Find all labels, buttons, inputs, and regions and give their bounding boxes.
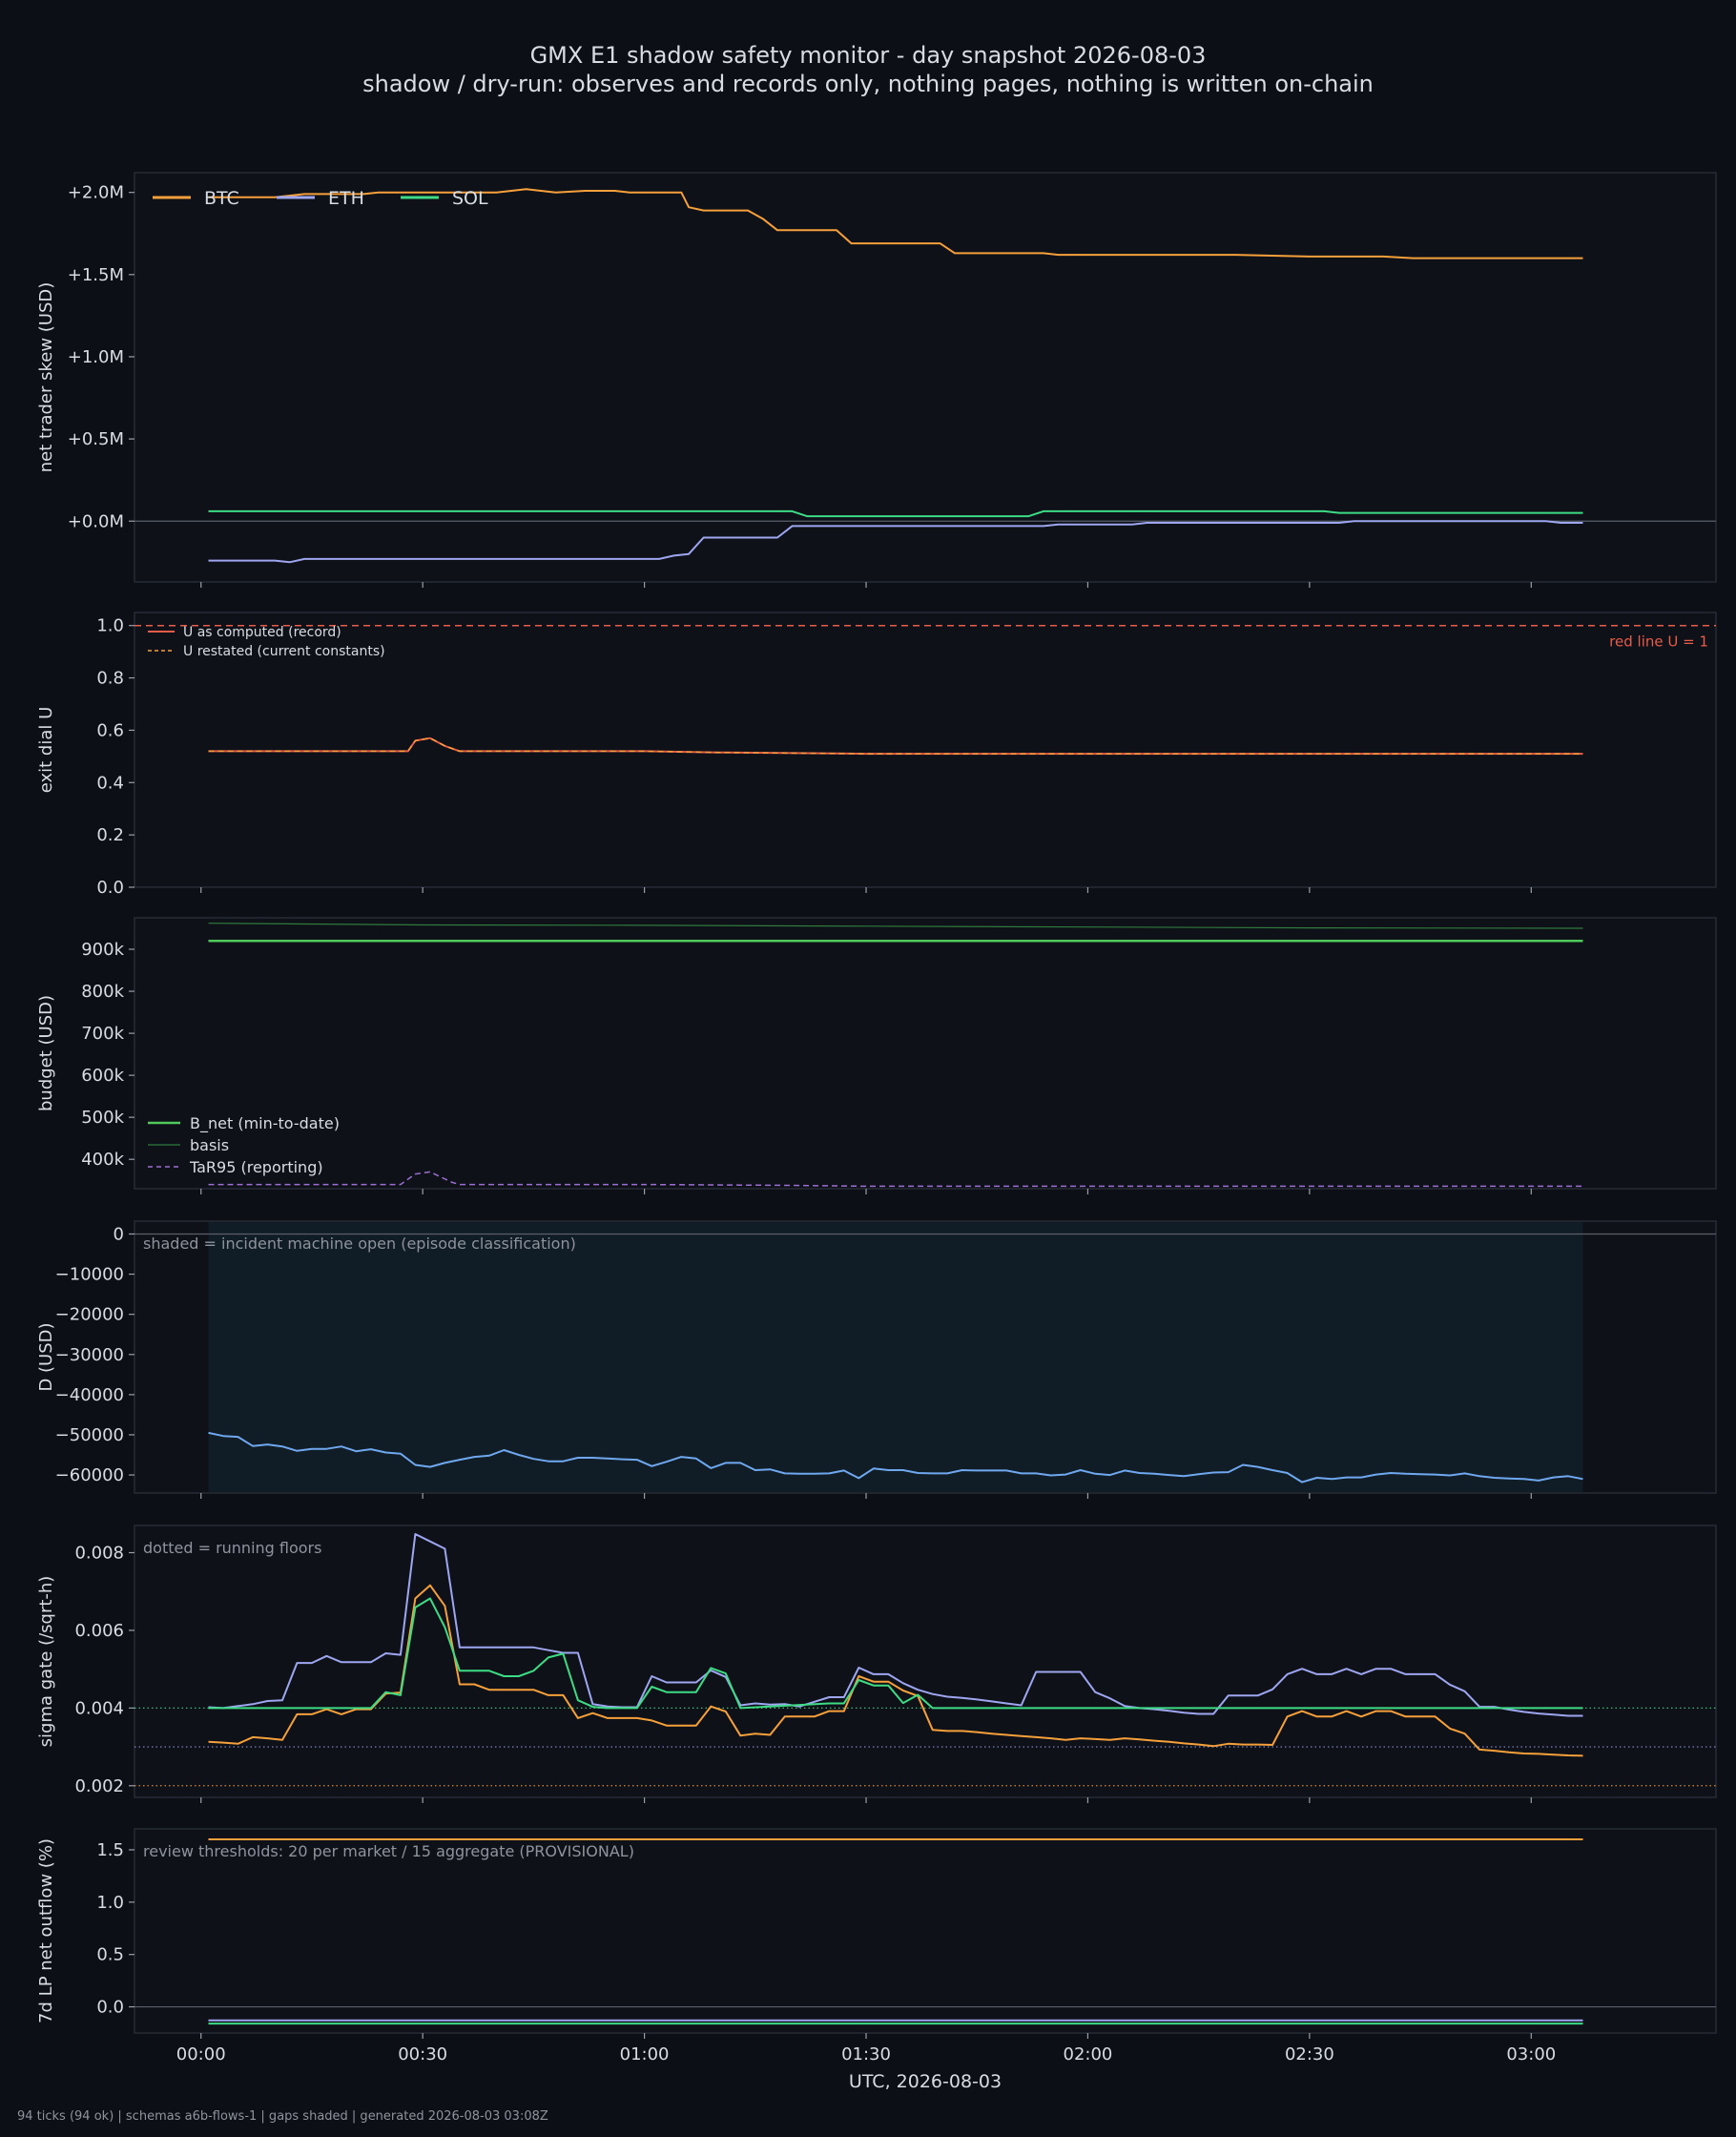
sigma-annotation: dotted = running floors xyxy=(143,1539,321,1557)
sigma-ytick-label: 0.002 xyxy=(74,1776,124,1796)
footer-status: 94 ticks (94 ok) | schemas a6b-flows-1 |… xyxy=(17,2109,548,2124)
lp-ytick-label: 1.0 xyxy=(96,1893,124,1913)
exit-legend-label-0: U as computed (record) xyxy=(183,625,341,640)
skew-ytick-label: +0.5M xyxy=(68,429,124,449)
x-tick-label: 00:30 xyxy=(398,2044,447,2064)
sigma-series-btc xyxy=(208,1584,1583,1757)
dpanel-ytick-label: −30000 xyxy=(55,1345,124,1365)
skew-ytick-label: +2.0M xyxy=(68,183,124,203)
lp-panel-frame xyxy=(134,1828,1717,2034)
legend-label-sol: SOL xyxy=(452,188,488,209)
skew-series-sol xyxy=(208,509,1583,518)
skew-ylabel: net trader skew (USD) xyxy=(36,282,56,473)
exit-ylabel: exit dial U xyxy=(36,707,56,794)
sigma-ytick-label: 0.004 xyxy=(74,1698,124,1718)
exit-ytick-label: 0.0 xyxy=(96,878,124,898)
budget-panel-frame xyxy=(134,917,1717,1190)
budget-ytick-label: 400k xyxy=(81,1150,124,1170)
dpanel-ytick-label: −10000 xyxy=(55,1265,124,1285)
budget-legend-label-1: basis xyxy=(190,1136,229,1154)
lp-annotation: review thresholds: 20 per market / 15 ag… xyxy=(143,1842,634,1860)
budget-ytick-label: 900k xyxy=(81,940,124,960)
budget-ytick-label: 800k xyxy=(81,982,124,1002)
dpanel-ytick-label: −50000 xyxy=(55,1425,124,1445)
skew-ytick-label: +1.5M xyxy=(68,265,124,285)
budget-ylabel: budget (USD) xyxy=(36,995,56,1111)
sigma-ylabel: sigma gate (/sqrt-h) xyxy=(36,1576,56,1748)
x-tick-label: 01:30 xyxy=(841,2044,891,2064)
dpanel-ytick-label: −60000 xyxy=(55,1465,124,1485)
sigma-ytick-label: 0.006 xyxy=(74,1621,124,1641)
budget-ytick-label: 600k xyxy=(81,1066,124,1086)
legend-label-eth: ETH xyxy=(328,188,364,209)
x-tick-label: 02:00 xyxy=(1064,2044,1113,2064)
exit-ytick-label: 0.6 xyxy=(96,720,124,740)
sigma-series-eth xyxy=(208,1533,1583,1717)
lp-ytick-label: 1.5 xyxy=(96,1840,124,1860)
x-tick-label: 03:00 xyxy=(1506,2044,1556,2064)
x-tick-label: 01:00 xyxy=(620,2044,670,2064)
exit-legend-label-1: U restated (current constants) xyxy=(183,644,385,659)
skew-ytick-label: +1.0M xyxy=(68,347,124,367)
budget-ytick-label: 500k xyxy=(81,1108,124,1128)
sigma-ytick-label: 0.008 xyxy=(74,1544,124,1564)
lp-ylabel: 7d LP net outflow (%) xyxy=(36,1838,56,2023)
legend-label-btc: BTC xyxy=(204,188,239,209)
dpanel-series-d xyxy=(208,1431,1583,1483)
exit-series-u-restated-current-constants xyxy=(208,737,1583,755)
lp-ytick-label: 0.0 xyxy=(96,1998,124,2018)
dpanel-ytick-label: 0 xyxy=(114,1224,124,1244)
exit-ytick-label: 0.8 xyxy=(96,669,124,689)
skew-ytick-label: +0.0M xyxy=(68,511,124,531)
chart-subtitle: shadow / dry-run: observes and records o… xyxy=(362,71,1374,97)
budget-ytick-label: 700k xyxy=(81,1024,124,1044)
budget-series-tar95-reporting xyxy=(208,1171,1583,1188)
exit-ytick-label: 1.0 xyxy=(96,616,124,636)
sigma-series-sol xyxy=(208,1597,1583,1710)
exit-ytick-label: 0.4 xyxy=(96,773,124,793)
lp-ytick-label: 0.5 xyxy=(96,1945,124,1965)
budget-series-basis xyxy=(208,923,1583,929)
exit-ytick-label: 0.2 xyxy=(96,825,124,845)
chart-title: GMX E1 shadow safety monitor - day snaps… xyxy=(529,42,1207,69)
x-tick-label: 02:30 xyxy=(1285,2044,1334,2064)
budget-legend-label-0: B_net (min-to-date) xyxy=(190,1114,340,1133)
dpanel-ytick-label: −40000 xyxy=(55,1385,124,1405)
skew-series-btc xyxy=(208,188,1583,259)
sigma-panel-frame xyxy=(134,1525,1717,1798)
budget-legend-label-2: TaR95 (reporting) xyxy=(189,1158,323,1176)
x-axis-label: UTC, 2026-08-03 xyxy=(849,2071,1002,2092)
dpanel-shaded-region xyxy=(208,1222,1583,1492)
dpanel-annotation: shaded = incident machine open (episode … xyxy=(143,1234,576,1253)
exit-panel-frame xyxy=(134,612,1717,888)
dpanel-ylabel: D (USD) xyxy=(36,1322,56,1391)
skew-series-eth xyxy=(208,520,1583,564)
dpanel-ytick-label: −20000 xyxy=(55,1305,124,1325)
exit-red-line-label: red line U = 1 xyxy=(1609,633,1708,651)
x-tick-label: 00:00 xyxy=(176,2044,226,2064)
